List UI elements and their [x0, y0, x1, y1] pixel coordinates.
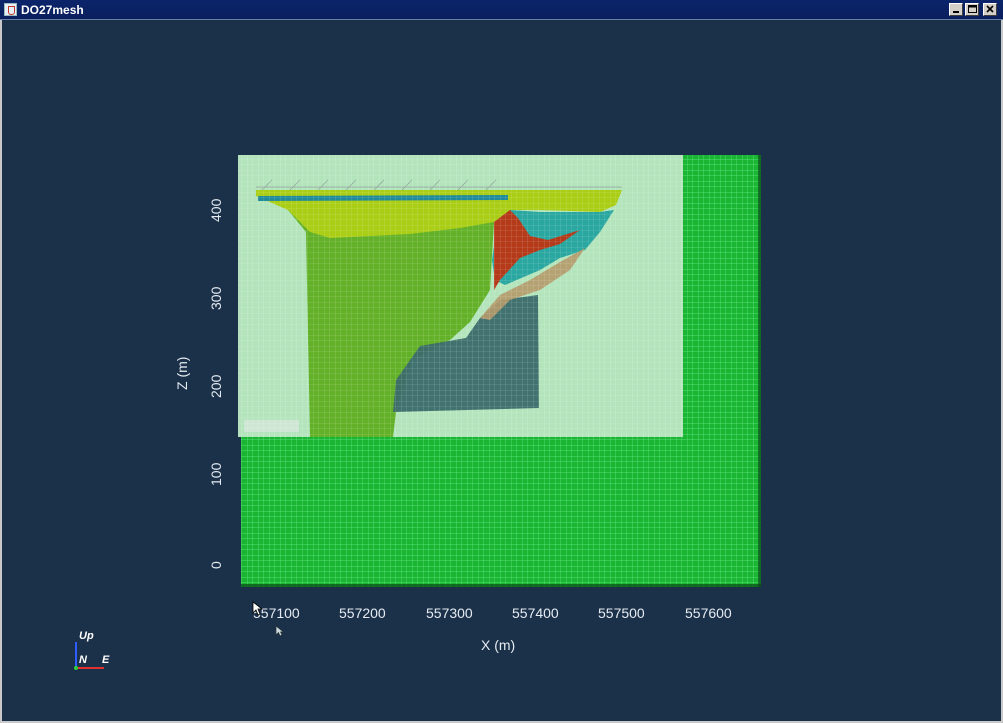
z-axis: 400 300 200 100 0 Z (m): [174, 198, 224, 569]
maximize-icon: [968, 5, 977, 13]
section-mesh-overlay: [238, 155, 683, 437]
minimize-icon: [953, 11, 959, 13]
x-tick-label: 557300: [426, 605, 473, 621]
window-title-bar[interactable]: DO27mesh: [0, 0, 1003, 20]
close-button[interactable]: [983, 3, 997, 16]
minimize-button[interactable]: [949, 3, 963, 16]
z-axis-label: Z (m): [174, 357, 190, 390]
geological-cross-section: [238, 155, 683, 437]
maximize-button[interactable]: [965, 3, 979, 16]
z-tick-label: 0: [208, 561, 224, 569]
north-axis-arrow-icon: [74, 666, 78, 670]
window-frame: [0, 20, 1003, 723]
z-tick-label: 200: [208, 374, 224, 398]
x-tick-label: 557200: [339, 605, 386, 621]
z-tick-label: 400: [208, 198, 224, 222]
triad-up-label: Up: [79, 630, 94, 642]
x-axis-label: X (m): [481, 637, 515, 653]
mouse-pointer-icon: [252, 601, 264, 616]
window-title: DO27mesh: [21, 3, 84, 17]
x-tick-label: 557400: [512, 605, 559, 621]
secondary-pointer-icon: [275, 625, 285, 637]
mesh-edge-bottom: [241, 584, 761, 587]
x-axis: 557100 557200 557300 557400 557500 55760…: [253, 605, 732, 653]
z-tick-label: 100: [208, 462, 224, 486]
x-tick-label: 557500: [598, 605, 645, 621]
triad-east-label: E: [102, 654, 110, 666]
x-tick-label: 557100: [253, 605, 300, 621]
java-app-icon: [4, 3, 17, 16]
triad-north-label: N: [79, 654, 88, 666]
close-icon: [986, 5, 994, 13]
orientation-triad: Up N E: [74, 630, 110, 670]
x-tick-label: 557600: [685, 605, 732, 621]
z-tick-label: 300: [208, 286, 224, 310]
mesh-edge-right: [758, 155, 761, 587]
